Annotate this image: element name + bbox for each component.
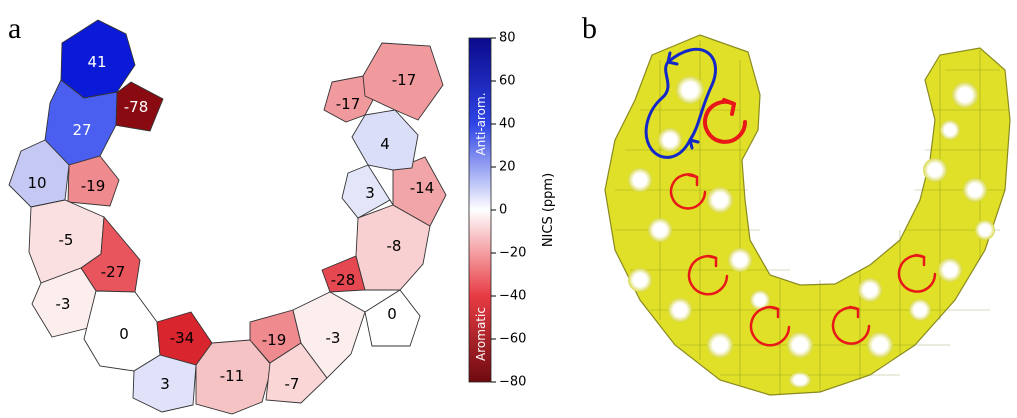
colorbar-top-label: Anti-arom. xyxy=(474,92,488,155)
colorbar-tick-label: 20 xyxy=(499,160,516,175)
ring-label-12: -19 xyxy=(262,331,287,349)
colorbar-ticks: 80 60 40 20 0 −20 −40 −60 −80 xyxy=(491,31,526,390)
ring-15 xyxy=(364,289,421,347)
ring-label-22: -17 xyxy=(392,71,417,89)
current-loop xyxy=(669,173,707,210)
current-loop xyxy=(897,253,937,293)
ring-label-20: 4 xyxy=(380,135,390,153)
ring-19 xyxy=(392,156,447,227)
panel-b-letter: b xyxy=(582,12,597,45)
ring-label-15: 0 xyxy=(387,305,397,323)
ring-label-18: 3 xyxy=(365,184,375,202)
ring-label-3: 10 xyxy=(27,174,46,192)
ring-label-21: -17 xyxy=(336,95,361,113)
ring-hole xyxy=(750,290,770,310)
ring-label-7: -3 xyxy=(56,295,71,313)
ring-label-17: -8 xyxy=(387,237,402,255)
ring-hole xyxy=(787,332,813,358)
ring-hole xyxy=(858,278,882,302)
panel-a: a 41 -78 27 10 -19 -5 -27 -3 xyxy=(8,12,447,415)
colorbar-tick-label: −40 xyxy=(499,289,526,304)
panel-b: b xyxy=(582,12,1011,396)
current-loop xyxy=(831,305,871,345)
ring-label-14: -3 xyxy=(326,329,341,347)
colorbar-bottom-label: Aromatic xyxy=(474,307,488,361)
ring-label-16: -28 xyxy=(331,271,356,289)
ring-label-4: -19 xyxy=(81,177,106,195)
colorbar-tick-label: −80 xyxy=(499,375,526,390)
ring-hole xyxy=(658,128,682,152)
ring-label-13: -7 xyxy=(285,375,300,393)
ring-hole xyxy=(909,299,931,321)
colorbar-tick-label: −20 xyxy=(499,246,526,261)
colorbar-tick-label: 80 xyxy=(499,31,516,46)
paratropic-current xyxy=(644,47,717,159)
ring-hole xyxy=(940,120,960,140)
ring-hole xyxy=(707,332,733,358)
ring-label-5: -5 xyxy=(59,231,74,249)
current-loop xyxy=(703,98,747,144)
colorbar-tick-label: 40 xyxy=(499,117,516,132)
ring-22 xyxy=(362,42,444,121)
ring-hole xyxy=(648,218,672,242)
colorbar-title: NICS (ppm) xyxy=(541,173,556,247)
ring-1 xyxy=(113,81,164,132)
ring-labels: 41 -78 27 10 -19 -5 -27 -3 0 -34 3 -11 -… xyxy=(27,53,434,393)
ring-label-2: 27 xyxy=(72,121,91,139)
ring-hole xyxy=(975,220,995,240)
diatropic-currents xyxy=(669,98,937,347)
ring-label-1: -78 xyxy=(124,98,149,116)
panel-a-letter: a xyxy=(8,12,21,45)
ring-label-6: -27 xyxy=(101,263,126,281)
ring-hole xyxy=(676,76,704,104)
ring-label-10: 3 xyxy=(160,375,170,393)
ring-hole xyxy=(707,187,733,213)
ring-hole xyxy=(789,372,811,388)
ring-hole xyxy=(867,332,893,358)
colorbar-tick-label: −60 xyxy=(499,332,526,347)
ring-label-0: 41 xyxy=(87,53,106,71)
ring-label-19: -14 xyxy=(410,179,435,197)
ring-label-9: -34 xyxy=(170,329,195,347)
colorbar: Anti-arom. Aromatic 80 60 40 20 0 −20 −4… xyxy=(468,31,556,390)
ring-4 xyxy=(67,155,120,207)
ring-17 xyxy=(355,204,431,291)
ring-hole xyxy=(923,158,947,182)
colorbar-tick-label: 60 xyxy=(499,74,516,89)
ring-hole xyxy=(728,248,752,272)
ring-hole xyxy=(668,298,692,322)
ring-hole xyxy=(963,178,987,202)
ring-hole xyxy=(952,82,978,108)
current-loop xyxy=(749,305,791,347)
ring-holes xyxy=(628,76,995,388)
ring-20 xyxy=(351,109,419,171)
ring-label-8: 0 xyxy=(119,325,129,343)
current-loop xyxy=(687,254,729,296)
ring-label-11: -11 xyxy=(220,367,245,385)
ring-hole xyxy=(628,268,652,292)
colorbar-tick-label: 0 xyxy=(499,203,507,218)
ring-hole xyxy=(628,168,652,192)
ring-hole xyxy=(938,258,962,282)
